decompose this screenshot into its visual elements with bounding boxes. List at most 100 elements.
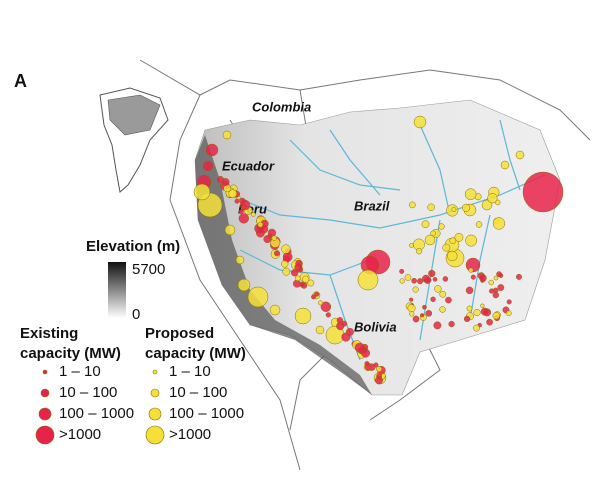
- dam: [425, 310, 433, 317]
- elevation-title: Elevation (m): [86, 238, 180, 255]
- dam: [412, 315, 420, 323]
- elevation-max: 5700: [132, 261, 165, 278]
- legend-symbol: [152, 369, 158, 375]
- legend-symbol: [38, 407, 52, 421]
- dam: [223, 184, 232, 193]
- legend-symbol: [150, 388, 160, 398]
- dam: [424, 234, 436, 246]
- dam: [373, 362, 379, 368]
- dam: [505, 310, 512, 317]
- dam: [299, 281, 305, 288]
- dam: [341, 332, 351, 342]
- dam: [257, 221, 264, 228]
- dam: [415, 248, 423, 255]
- dam: [376, 366, 382, 373]
- legend-label: 10 – 100: [59, 384, 117, 401]
- dam: [325, 312, 331, 318]
- dam: [239, 197, 246, 205]
- dam: [255, 228, 265, 238]
- dam: [224, 224, 236, 236]
- dam: [487, 193, 498, 204]
- dam: [488, 279, 494, 286]
- dam: [465, 234, 478, 247]
- dam: [193, 183, 211, 201]
- dam: [430, 296, 436, 303]
- dam: [463, 315, 471, 323]
- dam: [420, 313, 425, 318]
- dam: [311, 294, 317, 300]
- dam: [269, 304, 281, 316]
- dam: [251, 212, 256, 217]
- dam: [294, 275, 301, 282]
- dam: [237, 278, 251, 292]
- dam: [454, 232, 464, 242]
- dam: [235, 255, 245, 265]
- dam: [473, 308, 481, 317]
- dam: [273, 250, 280, 257]
- dam: [282, 267, 291, 276]
- dam: [413, 115, 427, 129]
- dam: [433, 321, 442, 330]
- dam: [442, 276, 449, 282]
- legend-title: Existing: [20, 325, 78, 342]
- dam: [428, 269, 436, 278]
- basin: [194, 99, 561, 396]
- dam: [492, 291, 499, 299]
- dam: [427, 203, 435, 211]
- dam: [411, 277, 417, 284]
- legend-symbol: [40, 388, 50, 398]
- dam: [481, 199, 493, 211]
- inset-highlight: [107, 94, 161, 136]
- dam: [422, 274, 431, 283]
- dam: [234, 198, 240, 204]
- dam: [464, 188, 477, 200]
- dam: [442, 243, 451, 252]
- dam: [238, 209, 244, 215]
- dam: [500, 160, 510, 170]
- dam: [473, 324, 480, 332]
- dam: [468, 267, 474, 273]
- dam: [434, 285, 442, 293]
- dam: [506, 299, 512, 305]
- country-label: Bolivia: [354, 319, 397, 334]
- legend-title: Proposed: [145, 325, 214, 342]
- dam: [461, 203, 471, 212]
- dam: [412, 286, 419, 293]
- dam: [202, 160, 214, 172]
- dam: [496, 271, 502, 278]
- legend-symbol: [42, 369, 48, 375]
- dam: [302, 275, 310, 283]
- dam: [465, 286, 474, 295]
- dam: [470, 274, 476, 280]
- dam: [466, 305, 473, 312]
- dam: [479, 274, 487, 282]
- dam: [228, 189, 238, 198]
- dam: [480, 303, 485, 308]
- dam: [475, 221, 483, 228]
- dam: [361, 348, 371, 358]
- dam: [247, 286, 269, 308]
- dam: [222, 130, 232, 140]
- legend-label: 100 – 1000: [169, 405, 244, 422]
- dam: [430, 230, 436, 237]
- dam: [205, 143, 219, 157]
- dam: [263, 235, 272, 244]
- dam: [399, 268, 405, 274]
- panel-label: A: [14, 71, 27, 91]
- country-label: Brazil: [354, 198, 390, 213]
- legend-label: 100 – 1000: [59, 405, 134, 422]
- dam: [315, 325, 325, 335]
- dam: [497, 284, 505, 291]
- dam: [294, 307, 312, 325]
- dam: [295, 259, 303, 268]
- legend-symbol: [145, 425, 165, 445]
- legend-label: 10 – 100: [169, 384, 227, 401]
- dam: [407, 304, 416, 313]
- legend-items: 1 – 10 10 – 100 100 – 1000 >1000 1 – 10 10 – …: [35, 363, 244, 445]
- country-label: Colombia: [252, 99, 311, 114]
- dam: [409, 201, 416, 209]
- legend-label: >1000: [59, 426, 101, 443]
- dam: [483, 308, 492, 317]
